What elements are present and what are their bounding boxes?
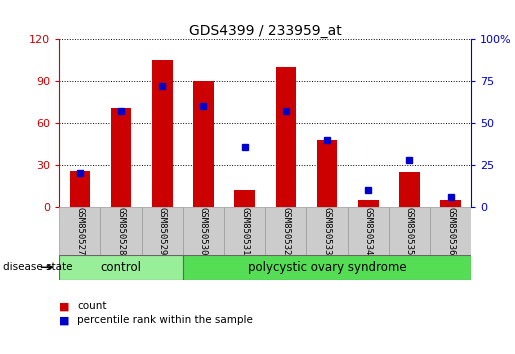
- Bar: [389, 207, 430, 255]
- Title: GDS4399 / 233959_at: GDS4399 / 233959_at: [189, 24, 341, 38]
- Text: GSM850530: GSM850530: [199, 207, 208, 255]
- Bar: [306, 207, 348, 255]
- Bar: [440, 200, 461, 207]
- Bar: [111, 108, 131, 207]
- Text: GSM850534: GSM850534: [364, 207, 373, 255]
- Bar: [358, 200, 379, 207]
- Text: polycystic ovary syndrome: polycystic ovary syndrome: [248, 261, 406, 274]
- Bar: [193, 81, 214, 207]
- Bar: [224, 207, 265, 255]
- Bar: [70, 171, 90, 207]
- Text: GSM850532: GSM850532: [281, 207, 290, 255]
- Bar: [348, 207, 389, 255]
- Bar: [142, 207, 183, 255]
- Text: ■: ■: [59, 301, 70, 311]
- Text: GSM850531: GSM850531: [240, 207, 249, 255]
- Text: count: count: [77, 301, 107, 311]
- Text: GSM850533: GSM850533: [322, 207, 332, 255]
- Bar: [183, 207, 224, 255]
- Bar: [59, 255, 183, 280]
- Bar: [317, 140, 337, 207]
- Text: GSM850527: GSM850527: [75, 207, 84, 255]
- Text: control: control: [100, 261, 142, 274]
- Bar: [399, 172, 420, 207]
- Text: GSM850535: GSM850535: [405, 207, 414, 255]
- Bar: [183, 255, 471, 280]
- Text: ■: ■: [59, 315, 70, 325]
- Bar: [234, 190, 255, 207]
- Bar: [152, 60, 173, 207]
- Bar: [100, 207, 142, 255]
- Bar: [276, 67, 296, 207]
- Text: disease state: disease state: [3, 262, 72, 272]
- Bar: [265, 207, 306, 255]
- Text: GSM850528: GSM850528: [116, 207, 126, 255]
- Bar: [59, 207, 100, 255]
- Text: GSM850529: GSM850529: [158, 207, 167, 255]
- Text: percentile rank within the sample: percentile rank within the sample: [77, 315, 253, 325]
- Text: GSM850536: GSM850536: [446, 207, 455, 255]
- Bar: [430, 207, 471, 255]
